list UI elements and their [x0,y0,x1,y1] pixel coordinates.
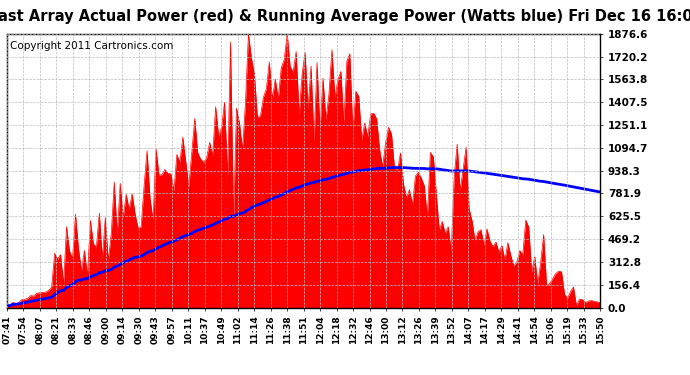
Text: East Array Actual Power (red) & Running Average Power (Watts blue) Fri Dec 16 16: East Array Actual Power (red) & Running … [0,9,690,24]
Text: Copyright 2011 Cartronics.com: Copyright 2011 Cartronics.com [10,40,173,51]
